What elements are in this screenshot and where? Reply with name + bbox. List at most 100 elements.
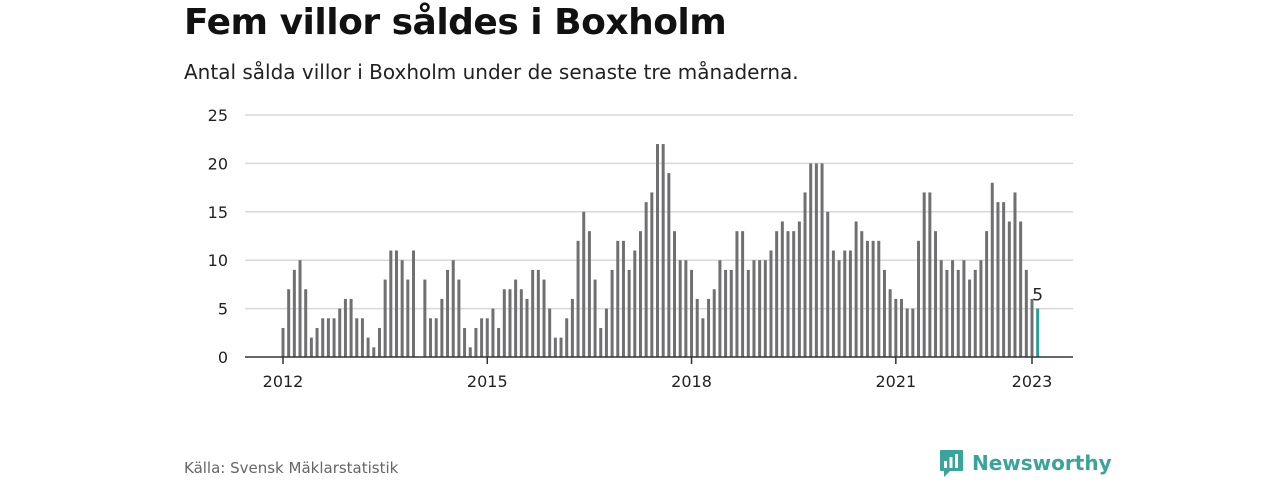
bar: [820, 163, 824, 357]
bar: [826, 211, 830, 357]
bar: [343, 298, 347, 357]
bar: [377, 327, 381, 357]
bar: [673, 231, 677, 357]
bar: [985, 231, 989, 357]
bar: [922, 192, 926, 357]
bar: [582, 211, 586, 357]
bars: [281, 144, 1040, 357]
bar: [979, 260, 983, 357]
bar: [638, 231, 642, 357]
bar: [786, 231, 790, 357]
bar: [934, 231, 938, 357]
bar: [587, 231, 591, 357]
bar: [1024, 269, 1028, 357]
bar: [899, 298, 903, 357]
bar: [1019, 221, 1023, 357]
bar: [429, 318, 433, 357]
bar: [412, 250, 416, 357]
bar: [860, 231, 864, 357]
source-note: Källa: Svensk Mäklarstatistik: [184, 459, 399, 477]
bar: [865, 240, 869, 357]
bar: [888, 289, 892, 357]
bar: [621, 240, 625, 357]
bar: [406, 279, 410, 357]
bar: [809, 163, 813, 357]
bar: [752, 260, 756, 357]
bar: [542, 279, 546, 357]
bar: [650, 192, 654, 357]
y-tick-label: 5: [218, 300, 228, 319]
bar: [468, 347, 472, 357]
bar: [497, 327, 501, 357]
bar: [775, 231, 779, 357]
bar: [996, 202, 1000, 357]
bar: [536, 269, 540, 357]
bar: [576, 240, 580, 357]
bar: [485, 318, 489, 357]
bar: [610, 269, 614, 357]
bar: [292, 269, 296, 357]
bar: [831, 250, 835, 357]
bar: [877, 240, 881, 357]
bar: [440, 298, 444, 357]
bar: [724, 269, 728, 357]
bar: [321, 318, 325, 357]
bar: [917, 240, 921, 357]
bar: [480, 318, 484, 357]
bar: [1013, 192, 1017, 357]
bar: [298, 260, 302, 357]
bar: [372, 347, 376, 357]
brand-logo[interactable]: Newsworthy: [938, 448, 1112, 478]
bar: [434, 318, 438, 357]
bar: [559, 337, 563, 357]
bar: [729, 269, 733, 357]
bar: [746, 269, 750, 357]
bar: [474, 327, 478, 357]
bar: [514, 279, 518, 357]
bar: [792, 231, 796, 357]
y-axis-ticks: 0 5 10 15 20 25: [208, 106, 228, 367]
bar: [593, 279, 597, 357]
bar: [973, 269, 977, 357]
highlight-bar: [1036, 308, 1040, 357]
bar: [423, 279, 427, 357]
bar: [701, 318, 705, 357]
bar: [349, 298, 353, 357]
bar: [366, 337, 370, 357]
bar: [667, 173, 671, 357]
bar: [309, 337, 313, 357]
bar: [525, 298, 529, 357]
bar: [1002, 202, 1006, 357]
bar: [338, 308, 342, 357]
bar: [848, 250, 852, 357]
x-tick-label: 2015: [467, 372, 508, 391]
bar: [1007, 221, 1011, 357]
bar: [712, 289, 716, 357]
x-tick-label: 2018: [671, 372, 712, 391]
bar: [695, 298, 699, 357]
bar: [956, 269, 960, 357]
bar: [383, 279, 387, 357]
bar: [451, 260, 455, 357]
bar: [769, 250, 773, 357]
bar: [360, 318, 364, 357]
bar: [644, 202, 648, 357]
bar: [968, 279, 972, 357]
bar: [389, 250, 393, 357]
bar: [735, 231, 739, 357]
bar: [854, 221, 858, 357]
chart-title: Fem villor såldes i Boxholm: [184, 2, 727, 43]
bar: [457, 279, 461, 357]
bar: [911, 308, 915, 357]
bar: [871, 240, 875, 357]
bar: [928, 192, 932, 357]
bar: [491, 308, 495, 357]
bar: [741, 231, 745, 357]
bar: [508, 289, 512, 357]
bar: [797, 221, 801, 357]
bar: [394, 250, 398, 357]
bar: [565, 318, 569, 357]
brand-name: Newsworthy: [972, 451, 1112, 475]
x-tick-label: 2021: [875, 372, 916, 391]
bar: [763, 260, 767, 357]
